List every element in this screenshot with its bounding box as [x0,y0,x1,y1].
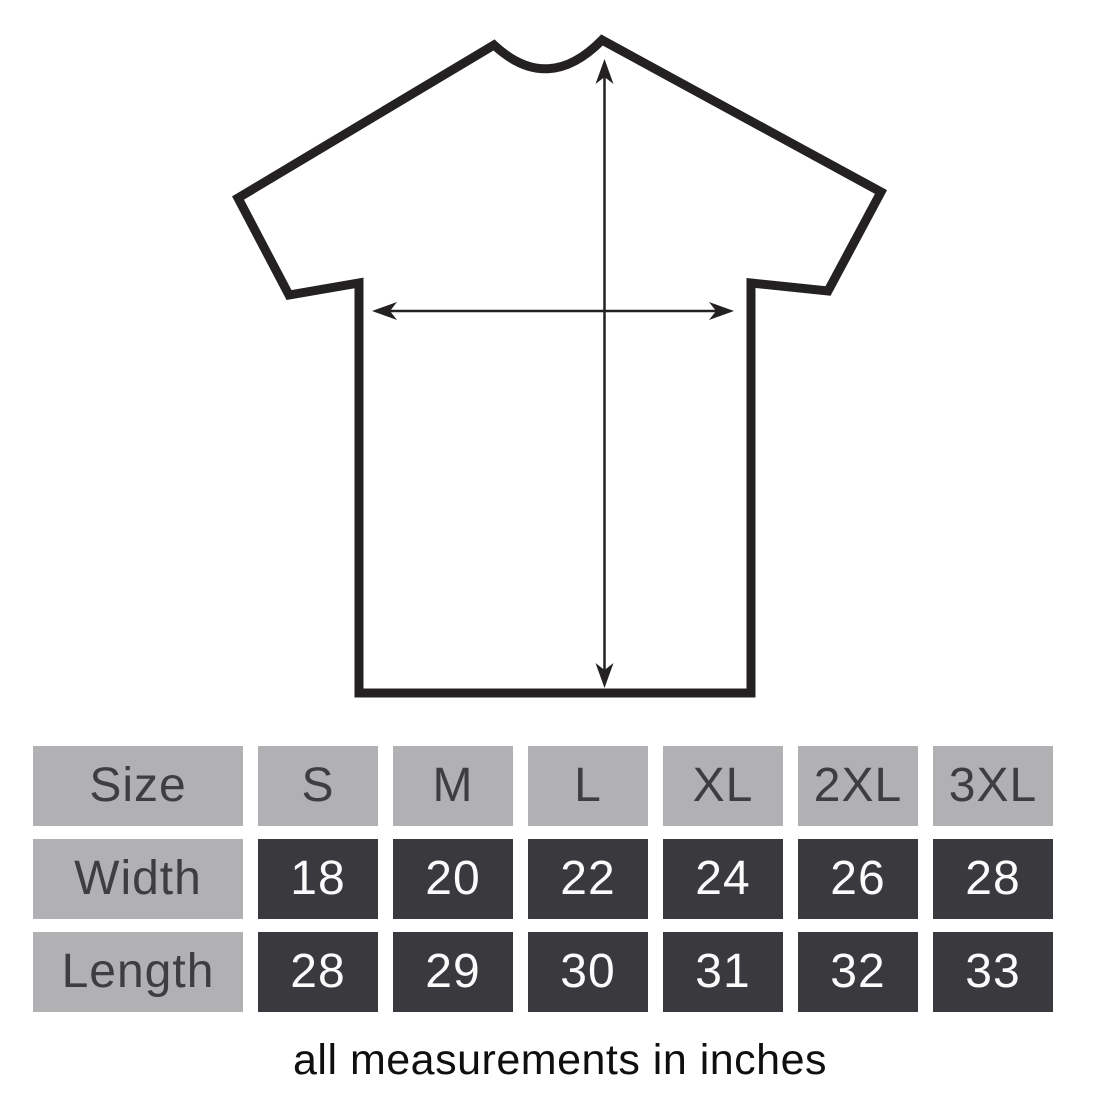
width-value-3xl: 28 [933,839,1053,919]
width-value-m: 20 [393,839,513,919]
size-table: Size S M L XL 2XL 3XL Width 18 20 22 24 … [33,746,1053,1012]
length-value-m: 29 [393,932,513,1012]
header-cell-m: M [393,746,513,826]
header-cell-xl: XL [663,746,783,826]
width-value-2xl: 26 [798,839,918,919]
tshirt-outline [232,34,888,698]
row-label-width: Width [33,839,243,919]
length-arrow [595,59,614,688]
arrowhead-up-icon [595,59,614,84]
header-cell-s: S [258,746,378,826]
width-value-s: 18 [258,839,378,919]
header-cell-l: L [528,746,648,826]
width-arrow [372,302,734,320]
length-value-3xl: 33 [933,932,1053,1012]
length-value-2xl: 32 [798,932,918,1012]
length-value-l: 30 [528,932,648,1012]
length-value-xl: 31 [663,932,783,1012]
tshirt-diagram [232,34,888,698]
measurements-note: all measurements in inches [292,1036,828,1084]
arrowhead-right-icon [709,302,734,320]
arrowhead-left-icon [372,302,397,320]
width-value-xl: 24 [663,839,783,919]
header-cell-size: Size [33,746,243,826]
header-cell-3xl: 3XL [933,746,1053,826]
length-value-s: 28 [258,932,378,1012]
arrowhead-down-icon [595,663,614,688]
row-label-length: Length [33,932,243,1012]
header-cell-2xl: 2XL [798,746,918,826]
width-value-l: 22 [528,839,648,919]
